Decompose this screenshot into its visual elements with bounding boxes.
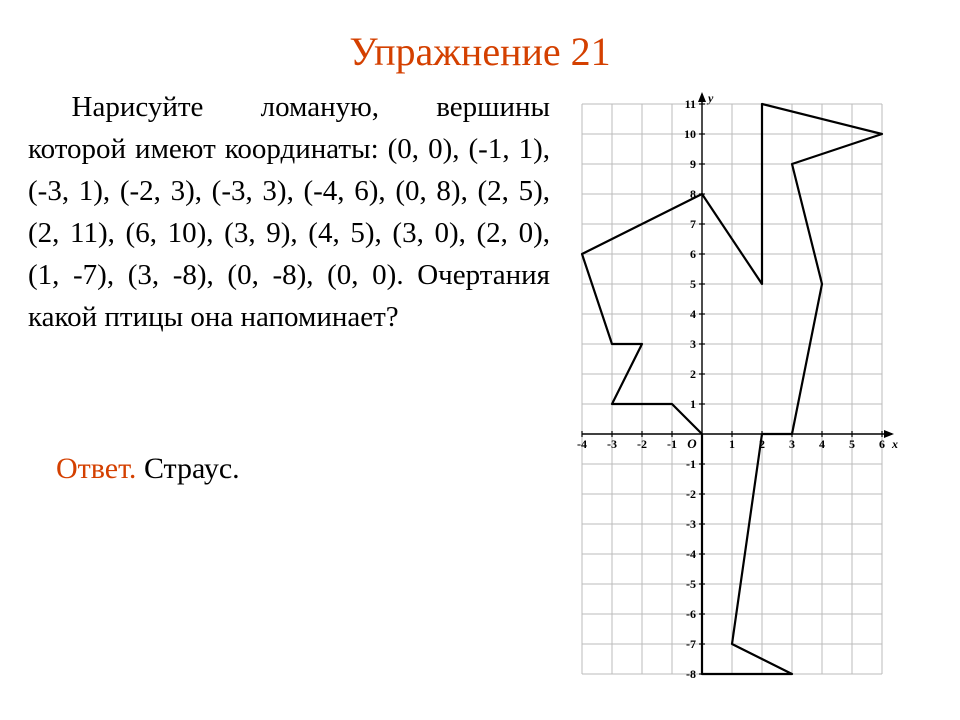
svg-text:-4: -4 — [686, 547, 696, 561]
svg-text:-2: -2 — [637, 437, 647, 451]
svg-text:9: 9 — [690, 157, 696, 171]
exercise-body: Нарисуйте ломаную, вершины которой имеют… — [28, 86, 550, 338]
svg-text:1: 1 — [729, 437, 735, 451]
svg-text:-1: -1 — [667, 437, 677, 451]
svg-text:6: 6 — [879, 437, 885, 451]
svg-text:-2: -2 — [686, 487, 696, 501]
svg-text:-6: -6 — [686, 607, 696, 621]
svg-text:x: x — [891, 437, 898, 451]
svg-text:-3: -3 — [607, 437, 617, 451]
svg-text:1: 1 — [690, 397, 696, 411]
svg-text:-1: -1 — [686, 457, 696, 471]
svg-text:2: 2 — [690, 367, 696, 381]
svg-text:-8: -8 — [686, 667, 696, 681]
svg-text:-5: -5 — [686, 577, 696, 591]
svg-text:-7: -7 — [686, 637, 696, 651]
svg-text:-4: -4 — [577, 437, 587, 451]
answer-line: Ответ. Страус. — [56, 452, 240, 486]
svg-text:3: 3 — [789, 437, 795, 451]
svg-text:-3: -3 — [686, 517, 696, 531]
answer-label: Ответ. — [56, 452, 136, 485]
svg-text:O: O — [687, 436, 697, 451]
svg-text:4: 4 — [819, 437, 825, 451]
svg-text:y: y — [706, 91, 714, 105]
svg-text:7: 7 — [690, 217, 696, 231]
svg-text:5: 5 — [690, 277, 696, 291]
svg-text:4: 4 — [690, 307, 696, 321]
svg-text:11: 11 — [685, 97, 696, 111]
svg-text:3: 3 — [690, 337, 696, 351]
svg-text:6: 6 — [690, 247, 696, 261]
svg-text:5: 5 — [849, 437, 855, 451]
exercise-title: Упражнение 21 — [0, 28, 960, 75]
answer-value: Страус. — [144, 452, 240, 485]
chart-svg: -4-3-2-1123456-8-7-6-5-4-3-2-11234567891… — [564, 86, 900, 692]
coordinate-chart: -4-3-2-1123456-8-7-6-5-4-3-2-11234567891… — [564, 86, 936, 692]
svg-text:10: 10 — [684, 127, 696, 141]
